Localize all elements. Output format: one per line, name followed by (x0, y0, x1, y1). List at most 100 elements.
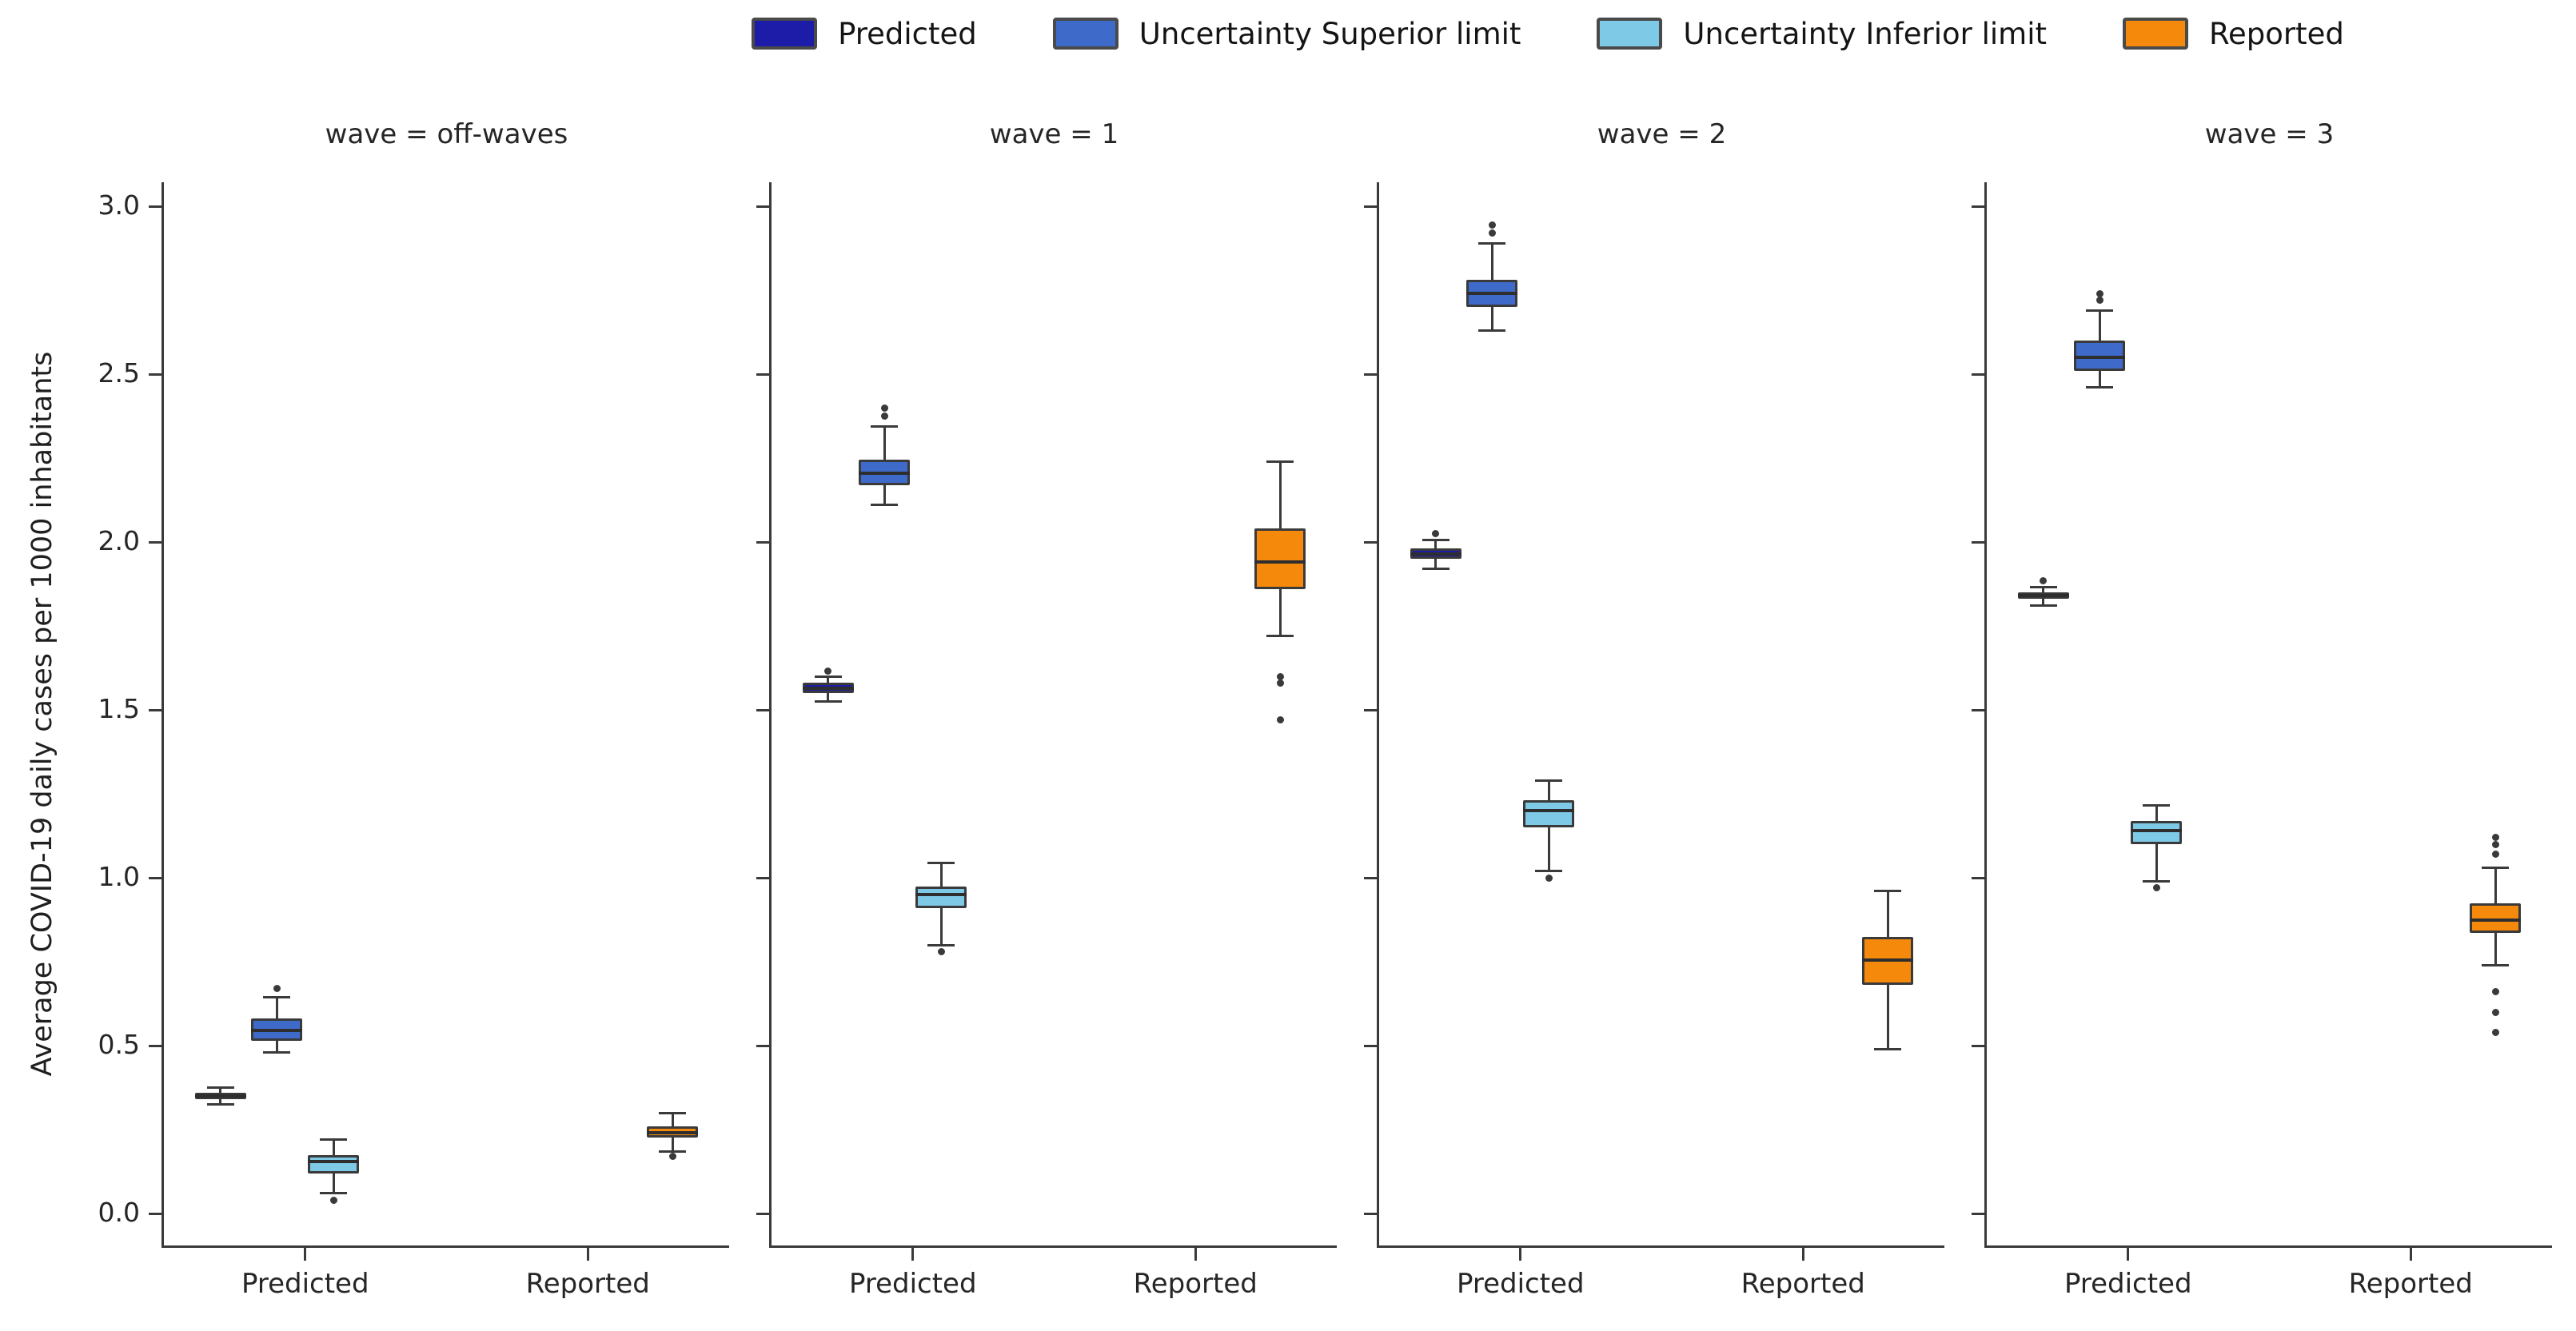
legend-item: Predicted (752, 17, 977, 51)
median-line (915, 893, 967, 896)
whisker-cap (2086, 309, 2114, 312)
whisker-cap (206, 1103, 234, 1106)
median-line (2017, 594, 2069, 598)
whisker-cap (814, 675, 842, 678)
y-tick-mark (1972, 373, 1984, 376)
outlier-dot (2491, 1028, 2499, 1036)
x-tick-label: Reported (1133, 1268, 1258, 1300)
legend-item: Reported (2122, 16, 2344, 51)
y-tick-label: 0.0 (98, 1197, 140, 1228)
whisker-cap (1478, 329, 1506, 332)
outlier-dot (2491, 840, 2499, 848)
outlier-dot (937, 947, 945, 955)
y-tick-mark (756, 373, 769, 376)
whisker-cap (927, 861, 955, 864)
y-tick-mark (149, 1212, 161, 1215)
y-tick-mark (149, 1044, 161, 1047)
outlier-dot (1276, 679, 1284, 687)
x-tick-label: Reported (1741, 1268, 1865, 1300)
outlier-dot (2491, 834, 2499, 842)
outlier-dot (824, 667, 832, 675)
median-line (2470, 918, 2522, 922)
whisker-cap (2143, 804, 2171, 807)
median-line (1862, 958, 1914, 962)
whisker-cap (1874, 890, 1902, 893)
median-line (1410, 552, 1461, 556)
median-line (1523, 809, 1575, 812)
whisker-cap (1535, 779, 1563, 782)
y-tick-mark (756, 1212, 769, 1215)
y-tick-mark (149, 708, 161, 711)
x-tick-label: Predicted (2064, 1268, 2192, 1300)
facet-title: wave = 1 (989, 118, 1119, 150)
box (308, 1154, 360, 1174)
y-tick-mark (1972, 540, 1984, 544)
left-spine (1377, 182, 1379, 1248)
whisker-cap (927, 943, 955, 946)
whisker-cap (1478, 241, 1506, 245)
bottom-spine (1984, 1245, 2552, 1248)
whisker-cap (2482, 866, 2510, 869)
left-spine (769, 182, 772, 1248)
x-tick-mark (911, 1248, 915, 1261)
y-tick-mark (1972, 1044, 1984, 1047)
y-tick-mark (1972, 205, 1984, 208)
median-line (859, 471, 911, 475)
outlier-dot (1276, 716, 1284, 724)
outlier-dot (2152, 884, 2160, 892)
legend-swatch-icon (1052, 18, 1119, 50)
legend-label: Uncertainty Superior limit (1138, 16, 1521, 51)
y-tick-mark (1364, 540, 1377, 544)
whisker-cap (871, 424, 899, 428)
y-tick-mark (1364, 1044, 1377, 1047)
legend-label: Predicted (838, 16, 977, 51)
whisker-cap (2482, 963, 2510, 966)
legend-item: Uncertainty Superior limit (1052, 16, 1521, 51)
whisker-cap (1266, 460, 1294, 463)
bottom-spine (1377, 1245, 1944, 1248)
y-tick-mark (756, 876, 769, 879)
x-tick-mark (1801, 1248, 1804, 1261)
outlier-dot (273, 985, 281, 993)
median-line (308, 1159, 360, 1163)
y-tick-mark (1364, 373, 1377, 376)
y-tick-label: 3.0 (98, 189, 140, 221)
outlier-dot (2040, 576, 2048, 584)
whisker-cap (2143, 879, 2171, 883)
y-tick-mark (149, 373, 161, 376)
median-line (2131, 829, 2183, 833)
x-tick-mark (2409, 1248, 2412, 1261)
x-tick-mark (2127, 1248, 2130, 1261)
whisker-cap (814, 700, 842, 703)
box (2470, 903, 2522, 934)
outlier-dot (1276, 672, 1284, 680)
outlier-dot (880, 404, 888, 412)
box (1523, 800, 1575, 827)
y-tick-mark (1972, 876, 1984, 879)
whisker-cap (659, 1111, 687, 1114)
y-tick-mark (1364, 876, 1377, 879)
outlier-dot (2491, 1008, 2499, 1016)
outlier-dot (2095, 289, 2103, 297)
y-tick-mark (1972, 708, 1984, 711)
x-tick-label: Predicted (1456, 1268, 1585, 1300)
x-tick-mark (1194, 1248, 1197, 1261)
y-tick-mark (756, 708, 769, 711)
legend: Predicted Uncertainty Superior limit Uncer… (528, 8, 2568, 59)
y-tick-mark (149, 540, 161, 544)
x-tick-mark (586, 1248, 589, 1261)
y-tick-label: 1.5 (98, 693, 140, 724)
x-tick-label: Reported (525, 1268, 650, 1300)
facet-title: wave = 3 (2204, 118, 2335, 150)
median-line (647, 1131, 699, 1135)
legend-item: Uncertainty Inferior limit (1597, 17, 2047, 51)
whisker-cap (659, 1150, 687, 1153)
legend-label: Reported (2208, 16, 2344, 51)
box (915, 886, 967, 908)
outlier-dot (880, 412, 888, 420)
y-tick-mark (1364, 1212, 1377, 1215)
y-tick-mark (149, 205, 161, 208)
whisker-cap (320, 1138, 348, 1142)
outlier-dot (2491, 988, 2499, 996)
legend-swatch-icon (752, 18, 818, 50)
